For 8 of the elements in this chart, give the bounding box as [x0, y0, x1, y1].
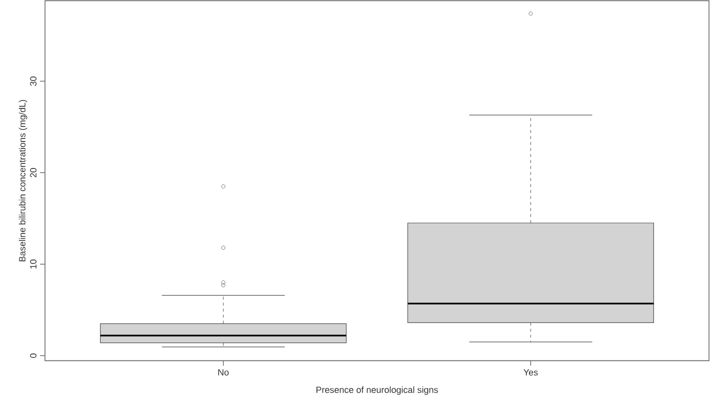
y-tick-label: 0 [30, 354, 36, 358]
y-axis-title: Baseline bilirubin concentrations (mg/dL) [18, 100, 28, 262]
y-tick-label: 20 [30, 168, 36, 178]
y-tick-label: 30 [30, 76, 36, 86]
x-axis-title: Presence of neurological signs [316, 386, 438, 395]
x-tick-label: No [218, 369, 229, 376]
y-tick-label: 10 [30, 260, 36, 268]
x-tick-label: Yes [524, 369, 538, 376]
